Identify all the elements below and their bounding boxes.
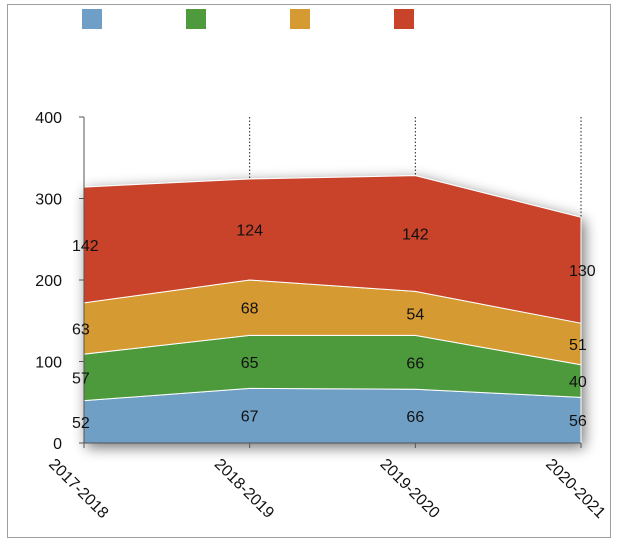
y-tick-label: 0 bbox=[53, 436, 62, 453]
data-label: 65 bbox=[241, 355, 259, 372]
y-tick-labels: 0 100 200 300 400 bbox=[35, 110, 62, 453]
x-tick-label: 2017-2018 bbox=[45, 456, 111, 522]
data-label: 57 bbox=[72, 370, 90, 387]
data-label: 142 bbox=[402, 227, 429, 244]
legend-swatch bbox=[82, 9, 102, 29]
axes bbox=[79, 116, 582, 448]
legend-swatch bbox=[290, 9, 310, 29]
data-label: 40 bbox=[569, 374, 587, 391]
x-tick-label: 2019-2020 bbox=[377, 456, 443, 522]
y-tick-label: 200 bbox=[35, 273, 62, 290]
data-label: 51 bbox=[569, 337, 587, 354]
data-labels: 52 67 66 56 57 65 66 40 63 68 54 51 142 124 142 130 bbox=[72, 222, 596, 431]
x-tick-label: 2018-2019 bbox=[211, 456, 277, 522]
area-series bbox=[83, 175, 582, 444]
data-label: 130 bbox=[569, 263, 596, 280]
data-label: 56 bbox=[569, 413, 587, 430]
data-label: 67 bbox=[241, 409, 259, 426]
data-label: 54 bbox=[406, 306, 424, 323]
y-tick-label: 400 bbox=[35, 110, 62, 127]
y-tick-label: 100 bbox=[35, 355, 62, 372]
x-tick-label: 2020-2021 bbox=[542, 456, 608, 522]
area-series-4 bbox=[83, 175, 582, 324]
data-label: 52 bbox=[72, 415, 90, 432]
area-series-1 bbox=[83, 387, 582, 444]
legend bbox=[82, 9, 414, 29]
data-label: 63 bbox=[72, 321, 90, 338]
data-label: 142 bbox=[72, 238, 99, 255]
legend-swatch bbox=[186, 9, 206, 29]
data-label: 68 bbox=[241, 301, 259, 318]
y-tick-label: 300 bbox=[35, 192, 62, 209]
data-label: 66 bbox=[406, 355, 424, 372]
legend-swatch bbox=[394, 9, 414, 29]
x-tick-labels: 2017-2018 2018-2019 2019-2020 2020-2021 bbox=[45, 456, 608, 522]
data-label: 124 bbox=[236, 222, 263, 239]
data-label: 66 bbox=[406, 409, 424, 426]
